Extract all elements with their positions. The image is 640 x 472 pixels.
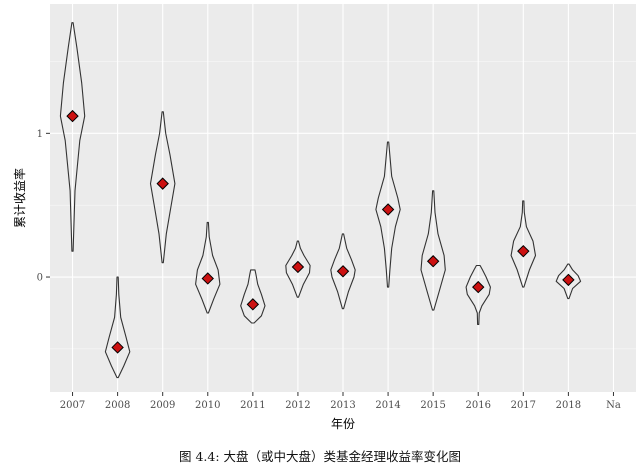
violin-2015 (420, 190, 446, 311)
violin-2018 (555, 263, 582, 300)
mean-marker-2015 (426, 255, 440, 268)
violin-2010 (195, 221, 221, 314)
x-tick-label: 2011 (240, 400, 265, 411)
violin-2011 (240, 269, 266, 324)
mean-marker-2009 (156, 177, 169, 190)
x-tick-label: 2013 (330, 400, 355, 411)
violin-2009 (149, 111, 176, 264)
mean-marker-2008 (111, 341, 124, 354)
mean-marker-2011 (246, 298, 260, 311)
x-tick-label: 2018 (556, 400, 581, 411)
x-tick-label: 2008 (105, 400, 130, 411)
x-tick-label: 2015 (420, 400, 445, 411)
y-tick-label: 0 (37, 273, 43, 284)
violin-2016 (465, 264, 491, 326)
mean-marker-2016 (472, 280, 485, 294)
mean-marker-2018 (562, 273, 575, 287)
violin-2012 (285, 240, 311, 298)
x-tick-label: 2009 (150, 400, 175, 411)
mean-marker-2017 (517, 244, 530, 258)
x-axis-title: 年份 (331, 417, 355, 431)
x-tick-label: 2017 (511, 400, 536, 411)
x-tick-label: 2010 (195, 400, 220, 411)
violin-2013 (330, 233, 356, 310)
violin-2014 (375, 141, 401, 288)
figure-caption: 图 4.4: 大盘（或中大盘）类基金经理收益率变化图 (178, 449, 462, 464)
mean-marker-2014 (381, 203, 395, 216)
y-axis-title: 累计收益率 (12, 168, 27, 228)
mean-marker-2013 (336, 265, 350, 278)
x-tick-label: Na (606, 400, 621, 411)
violin-2017 (510, 200, 537, 288)
mean-marker-2012 (291, 260, 305, 274)
violin-2008 (104, 276, 131, 379)
violin-2007 (59, 22, 86, 252)
mean-marker-2010 (201, 272, 214, 285)
x-tick-label: 2007 (60, 400, 85, 411)
y-tick-label: 1 (37, 129, 43, 140)
x-tick-label: 2014 (375, 400, 400, 411)
mean-marker-2007 (66, 109, 79, 123)
x-tick-label: 2012 (285, 400, 310, 411)
x-tick-label: 2016 (466, 400, 491, 411)
